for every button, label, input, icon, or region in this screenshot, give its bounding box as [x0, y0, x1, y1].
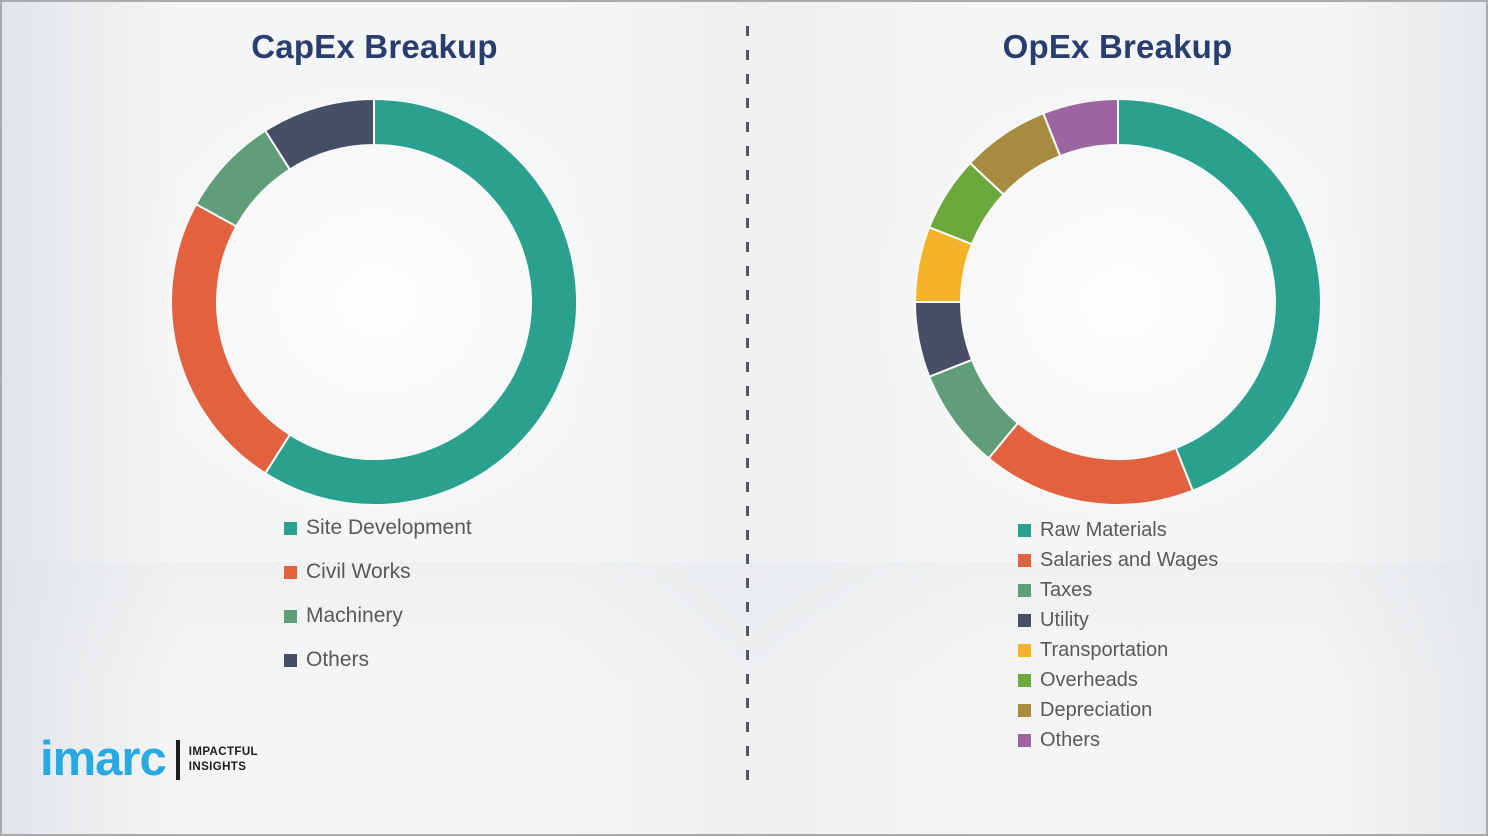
donut-slice-others — [263, 97, 375, 171]
legend-swatch-depreciation — [1018, 703, 1031, 717]
legend-item-site-development: Site Development — [284, 516, 472, 540]
legend-swatch-machinery — [284, 609, 297, 623]
legend-swatch-site-development — [284, 521, 297, 535]
imarc-logo-tagline: IMPACTFUL INSIGHTS — [189, 745, 258, 774]
legend-item-transportation: Transportation — [1018, 639, 1218, 661]
legend-item-utility: Utility — [1018, 609, 1218, 631]
legend-label-machinery: Machinery — [306, 604, 403, 627]
donut-slice-site-development — [263, 97, 578, 506]
legend-swatch-overheads — [1018, 673, 1031, 687]
imarc-tagline-line2: INSIGHTS — [188, 760, 247, 773]
legend-item-depreciation: Depreciation — [1018, 699, 1218, 721]
legend-label-depreciation: Depreciation — [1040, 698, 1153, 721]
donut-slice-others — [1041, 97, 1119, 158]
opex-title: OpEx Breakup — [1002, 28, 1233, 65]
opex-donut-chart — [912, 96, 1324, 508]
legend-swatch-raw-materials — [1018, 523, 1031, 537]
legend-label-salaries-and-wages: Salaries and Wages — [1040, 548, 1219, 571]
legend-label-others: Others — [1040, 728, 1101, 751]
legend-label-others: Others — [306, 648, 370, 671]
legend-swatch-civil-works — [284, 565, 297, 579]
legend-label-taxes: Taxes — [1040, 578, 1093, 601]
legend-label-transportation: Transportation — [1040, 638, 1169, 661]
legend-swatch-others — [284, 653, 297, 667]
legend-item-taxes: Taxes — [1018, 579, 1218, 601]
legend-item-civil-works: Civil Works — [284, 560, 472, 584]
capex-legend: Site Development Civil Works Machinery Othe… — [284, 516, 472, 692]
legend-item-salaries-and-wages: Salaries and Wages — [1018, 549, 1218, 571]
opex-legend: Raw Materials Salaries and Wages Taxes Util… — [1018, 519, 1218, 759]
legend-item-machinery: Machinery — [284, 604, 472, 628]
donut-slice-civil-works — [170, 202, 292, 475]
imarc-logo-wordmark: imarc — [40, 732, 167, 786]
legend-item-others: Others — [284, 648, 472, 672]
imarc-logo-separator-bar — [175, 739, 180, 780]
legend-label-raw-materials: Raw Materials — [1040, 518, 1167, 541]
panel-divider-dashed-line — [746, 26, 749, 792]
capex-title: CapEx Breakup — [251, 28, 498, 65]
imarc-logo: imarc IMPACTFUL INSIGHTS — [40, 735, 258, 784]
legend-swatch-utility — [1018, 613, 1031, 627]
legend-swatch-salaries-and-wages — [1018, 553, 1031, 567]
background-wash-band — [2, 562, 1486, 682]
legend-item-overheads: Overheads — [1018, 669, 1218, 691]
legend-item-raw-materials: Raw Materials — [1018, 519, 1218, 541]
imarc-tagline-line1: IMPACTFUL — [188, 746, 258, 759]
donut-slice-salaries-and-wages — [987, 421, 1195, 506]
legend-label-site-development: Site Development — [306, 516, 472, 539]
legend-swatch-taxes — [1018, 583, 1031, 597]
donut-slice-raw-materials — [1117, 97, 1322, 493]
legend-item-others: Others — [1018, 729, 1218, 751]
legend-swatch-others — [1018, 733, 1031, 747]
legend-swatch-transportation — [1018, 643, 1031, 657]
legend-label-overheads: Overheads — [1040, 668, 1138, 691]
capex-donut-chart — [168, 96, 580, 508]
legend-label-utility: Utility — [1040, 608, 1089, 631]
legend-label-civil-works: Civil Works — [306, 560, 411, 583]
